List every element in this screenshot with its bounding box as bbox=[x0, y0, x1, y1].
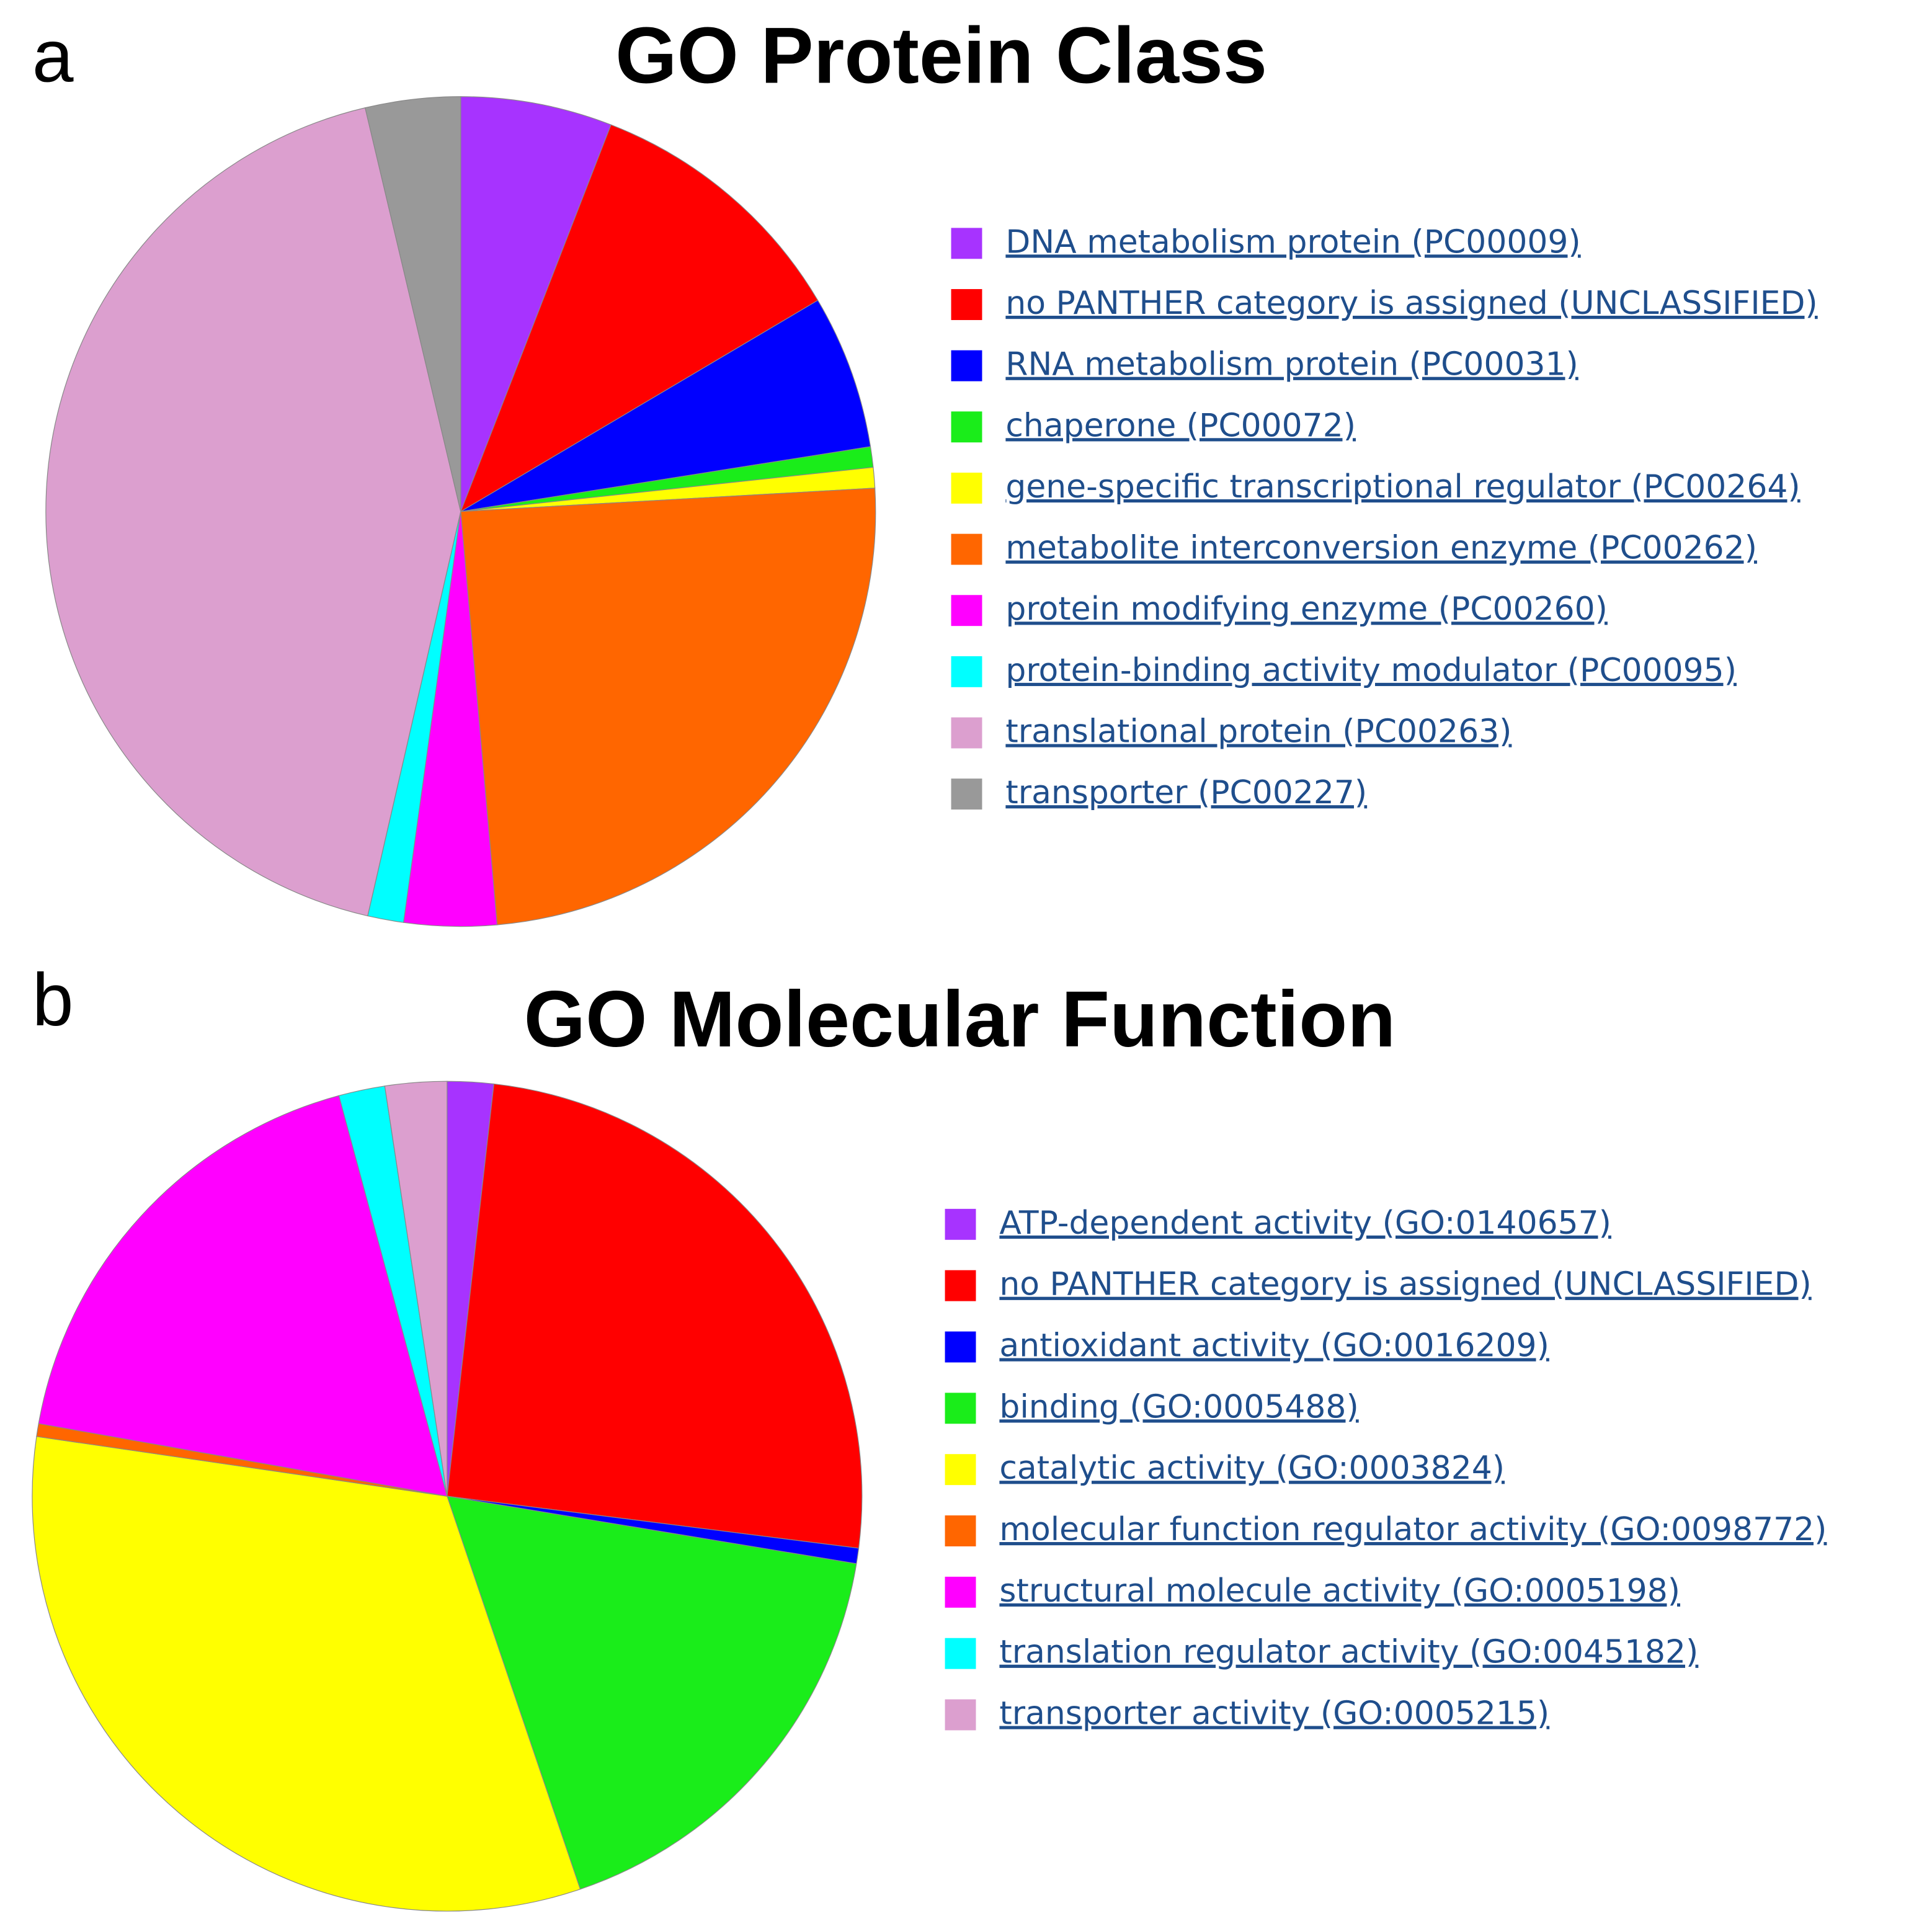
pie-slice bbox=[460, 488, 876, 925]
legend-link[interactable]: DNA metabolism protein (PC00009) bbox=[1005, 223, 1580, 261]
pie-slice bbox=[460, 124, 819, 513]
pie-slice bbox=[384, 1081, 448, 1497]
legend-link[interactable]: transporter activity (GO:0005215) bbox=[999, 1695, 1549, 1732]
legend-link[interactable]: translational protein (PC00263) bbox=[1005, 713, 1511, 750]
legend-link[interactable]: structural molecule activity (GO:0005198… bbox=[999, 1572, 1680, 1610]
legend-swatch bbox=[945, 1454, 976, 1486]
chart-title: GO Molecular Function bbox=[524, 975, 1396, 1064]
legend-link[interactable]: catalytic activity (GO:0003824) bbox=[999, 1450, 1505, 1487]
legend-swatch bbox=[951, 778, 982, 810]
legend-link[interactable]: no PANTHER category is assigned (UNCLASS… bbox=[1005, 285, 1817, 322]
legend-swatch bbox=[951, 289, 982, 320]
legend-link[interactable]: protein-binding activity modulator (PC00… bbox=[1005, 652, 1737, 689]
legend-swatch bbox=[951, 595, 982, 626]
panel-label: b bbox=[32, 959, 74, 1041]
legend-link[interactable]: translation regulator activity (GO:00451… bbox=[999, 1634, 1698, 1671]
chart-title: GO Protein Class bbox=[615, 12, 1267, 100]
legend-swatch bbox=[951, 656, 982, 687]
legend-link[interactable]: protein modifying enzyme (PC00260) bbox=[1005, 591, 1608, 628]
legend-swatch bbox=[945, 1638, 976, 1669]
legend-link[interactable]: ATP-dependent activity (GO:0140657) bbox=[999, 1205, 1611, 1242]
pie-slice bbox=[364, 96, 461, 512]
legend-link[interactable]: gene-specific transcriptional regulator … bbox=[1005, 468, 1800, 506]
pie-slice bbox=[460, 96, 612, 512]
legend-swatch bbox=[945, 1208, 976, 1240]
legend-swatch bbox=[951, 472, 982, 504]
legend-swatch bbox=[951, 717, 982, 749]
legend-swatch bbox=[951, 411, 982, 443]
pie-slice bbox=[446, 1496, 857, 1890]
legend-link[interactable]: transporter (PC00227) bbox=[1005, 774, 1367, 811]
legend-link[interactable]: antioxidant activity (GO:0016209) bbox=[999, 1327, 1549, 1365]
pie-slice bbox=[460, 300, 871, 512]
legend-swatch bbox=[945, 1515, 976, 1546]
legend-swatch bbox=[945, 1576, 976, 1608]
legend-link[interactable]: metabolite interconversion enzyme (PC002… bbox=[1005, 530, 1757, 567]
legend-link[interactable]: chaperone (PC00072) bbox=[1005, 407, 1356, 444]
legend-link[interactable]: no PANTHER category is assigned (UNCLASS… bbox=[999, 1266, 1811, 1303]
pie-slice bbox=[45, 107, 461, 917]
pie-slice bbox=[32, 1436, 581, 1912]
legend-link[interactable]: RNA metabolism protein (PC00031) bbox=[1005, 346, 1578, 383]
legend-swatch bbox=[945, 1393, 976, 1424]
panel-label: a bbox=[32, 15, 74, 97]
legend-link[interactable]: binding (GO:0005488) bbox=[999, 1388, 1358, 1425]
legend-swatch bbox=[951, 228, 982, 259]
legend-swatch bbox=[951, 350, 982, 381]
pie-slice bbox=[38, 1095, 448, 1497]
legend-link[interactable]: molecular function regulator activity (G… bbox=[999, 1511, 1827, 1548]
legend-swatch bbox=[951, 533, 982, 565]
pie-slice bbox=[447, 1083, 863, 1549]
legend-swatch bbox=[945, 1699, 976, 1731]
legend-swatch bbox=[945, 1331, 976, 1363]
legend-swatch bbox=[945, 1270, 976, 1301]
